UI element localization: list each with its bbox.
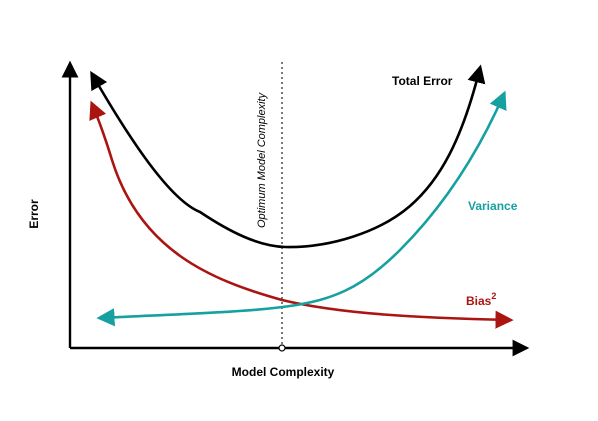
- total-error-label: Total Error: [392, 74, 453, 88]
- bias-squared-curve: [89, 100, 514, 329]
- bias-label-text: Bias: [466, 294, 492, 308]
- y-axis-label: Error: [27, 199, 41, 229]
- bias-squared-label: Bias2: [466, 291, 496, 308]
- optimum-complexity-label: Optimum Model Complexity: [256, 91, 268, 228]
- variance-curve: [96, 90, 507, 327]
- optimum-tick-marker: [278, 344, 286, 352]
- x-axis-label: Model Complexity: [232, 365, 335, 379]
- total-error-curve: [90, 64, 486, 249]
- bias-label-superscript: 2: [491, 291, 496, 301]
- variance-label: Variance: [468, 199, 518, 213]
